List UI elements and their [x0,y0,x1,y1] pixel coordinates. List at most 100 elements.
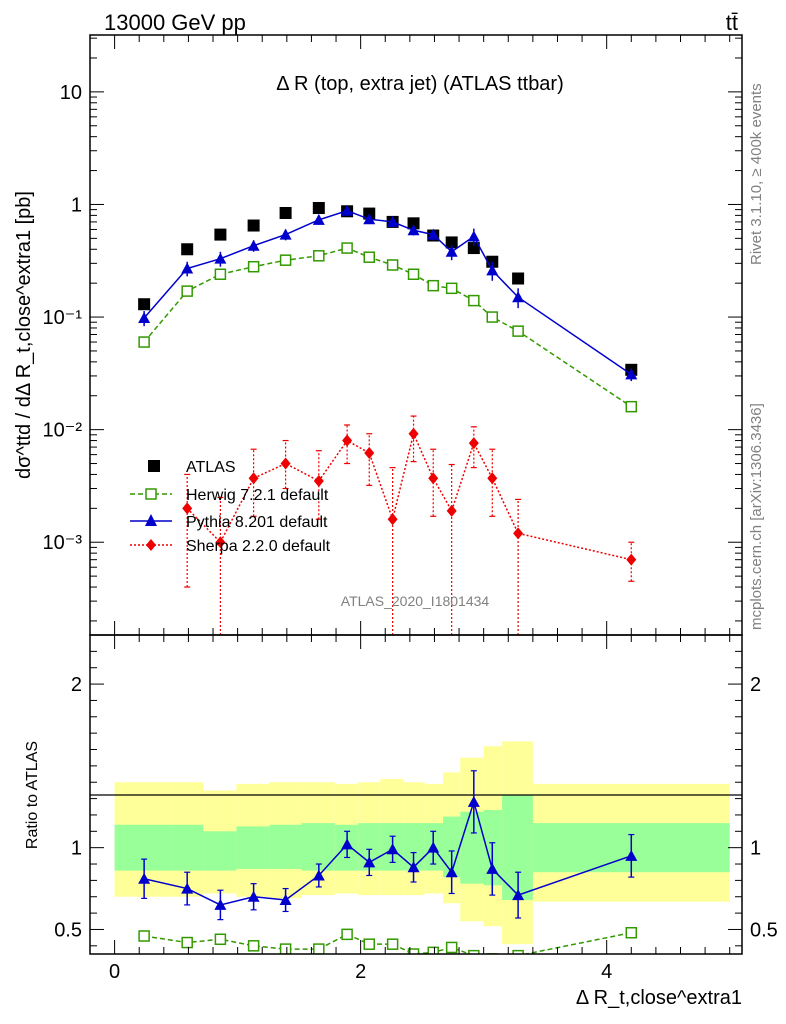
main-atlas-point [138,298,151,311]
main-herwig-point [468,294,480,307]
main-pythia-point [467,230,480,242]
main-herwig-point [138,336,150,348]
main-sherpa-point [428,472,439,485]
main-atlas-point [467,242,480,255]
ratio-frame [89,634,743,955]
ratio-inner-band [443,816,461,878]
x-tick-label: 0 [109,961,120,983]
main-pythia-point [427,228,440,240]
main-sherpa-point [280,457,291,470]
main-panel: 10⁻³ 10⁻² 10⁻¹ 1 10 Δ R (top, extra jet) (AT… [13,34,743,636]
main-herwig-point [386,259,399,271]
main-y-tick-label: 10⁻¹ [43,307,83,329]
ratio-herwig-point [341,928,353,941]
main-y-axis-label: dσ^ttd / dΔ R_t,close^extra1 [pb] [13,191,35,479]
main-sherpa-point [446,504,457,517]
x-tick-label: 2 [355,961,366,983]
ratio-pythia-point [467,795,480,807]
ratio-y-tick-label: 1 [71,838,82,860]
main-y-tick-label: 1 [71,194,82,216]
main-sherpa-point [468,437,479,450]
legend-marker-sherpa [146,539,156,551]
main-sherpa-point [248,472,259,485]
ratio-pythia-point [363,856,376,868]
main-pythia-point [214,252,227,264]
legend-label-pythia: Pythia 8.201 default [186,514,328,531]
legend-label-herwig: Herwig 7.2.1 default [186,487,329,504]
main-y-tick-label: 10 [60,82,82,104]
main-herwig-point [625,400,638,413]
ratio-pythia-point [386,843,399,855]
main-herwig-point [486,311,499,323]
main-herwig-point [214,268,227,280]
main-y-tick-label: 10⁻³ [43,532,83,554]
ratio-herwig-point [363,938,376,950]
ratio-herwig-point [625,926,638,939]
side-text-rivet: Rivet 3.1.10, ≥ 400k events [748,83,765,265]
main-herwig-point [512,325,524,337]
ratio-pythia-point [312,869,325,881]
ratio-inner-band [171,824,204,871]
main-pythia-point [486,264,499,276]
ratio-pythia-point [427,841,440,853]
main-pythia-point [181,262,194,274]
legend-marker-atlas [148,460,160,472]
legend-marker-herwig [145,488,157,500]
main-herwig-point [407,268,420,280]
main-series [138,202,638,635]
ratio-pythia-point [247,890,260,902]
ratio-inner-band [301,823,335,871]
main-pythia-point [312,213,325,225]
ratio-herwig-point [386,938,399,950]
main-pythia-line [143,209,632,375]
main-pythia-point [138,312,151,324]
main-sherpa-point [408,427,419,440]
main-atlas-point [279,206,292,219]
ratio-inner-band [203,831,237,871]
main-pythia-point [386,215,399,227]
main-pythia-point [625,368,638,380]
main-sherpa-point [182,502,193,515]
legend: ATLAS Herwig 7.2.1 default Pythia 8.201 … [130,459,331,555]
ratio-inner-band [269,824,302,869]
main-atlas-point [312,202,325,215]
main-sherpa-point [387,513,398,526]
legend-marker-pythia [145,514,157,526]
analysis-watermark: ATLAS_2020_I1801434 [341,593,490,609]
ratio-herwig-line [144,931,632,954]
ratio-y-tick-label-right: 0.5 [750,919,778,941]
ratio-y-axis-label: Ratio to ATLAS [24,741,41,849]
ratio-herwig-point [247,940,260,952]
ratio-herwig-point [512,949,524,954]
ratio-pythia-point [486,862,499,874]
main-sherpa-point [313,474,324,487]
main-sherpa-point [342,434,353,447]
ratio-inner-band [403,823,425,871]
ratio-herwig-point [279,943,292,954]
ratio-y-tick-label-right: 1 [750,838,761,860]
main-herwig-point [363,251,376,263]
ratio-y-tick-label-right: 2 [750,674,761,696]
main-pythia-point [512,291,525,303]
main-pythia-point [363,213,376,225]
legend-label-sherpa: Sherpa 2.2.0 default [186,538,331,555]
main-atlas-point [181,243,194,256]
main-pythia-point [247,239,260,251]
header-left: 13000 GeV pp [104,10,246,35]
main-herwig-point [445,282,458,295]
ratio-pythia-point [512,889,525,901]
ratio-y-tick-label: 2 [71,674,82,696]
ratio-inner-band [114,824,172,871]
main-atlas-point [247,219,260,232]
main-atlas-point [512,272,525,285]
main-herwig-line [143,247,632,408]
ratio-panel: 0.5 0.5 1 1 2 2 0 2 4 Ratio to ATLAS Δ R_t,close… [24,634,778,1009]
ratio-pythia-point [138,872,151,884]
ratio-herwig-point [181,936,193,949]
main-pythia-point [341,204,354,216]
legend-label-atlas: ATLAS [186,459,236,476]
ratio-bands [114,741,730,945]
main-herwig-point [181,285,193,297]
main-atlas-point [445,236,458,249]
